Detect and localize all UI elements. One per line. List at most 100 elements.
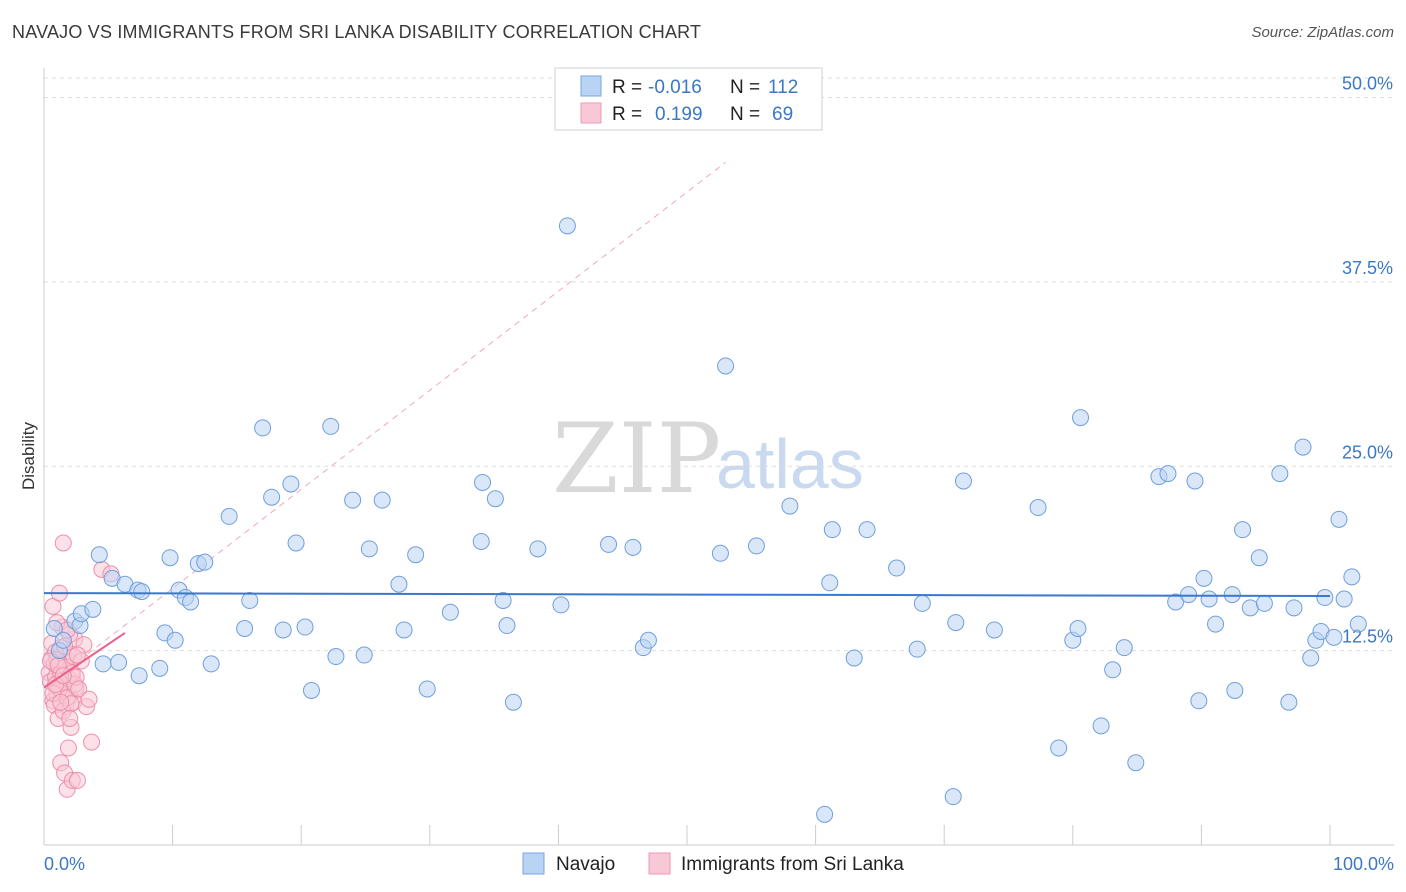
y-tick-label: 37.5% bbox=[1342, 258, 1393, 278]
point-navajo bbox=[407, 546, 425, 564]
trend-srilanka-extended bbox=[43, 162, 726, 688]
bottom-legend-srilanka: Immigrants from Sri Lanka bbox=[681, 854, 904, 875]
point-navajo bbox=[498, 617, 516, 635]
point-navajo bbox=[1115, 639, 1133, 657]
legend-n-value-srilanka: 69 bbox=[772, 104, 793, 125]
point-srilanka bbox=[83, 733, 101, 751]
y-tick-labels: 12.5% 25.0% 37.5% 50.0% bbox=[1342, 74, 1393, 647]
point-navajo bbox=[1271, 465, 1289, 483]
point-navajo bbox=[781, 497, 799, 515]
point-navajo bbox=[395, 621, 413, 639]
chart-title: NAVAJO VS IMMIGRANTS FROM SRI LANKA DISA… bbox=[12, 22, 702, 42]
legend-n-label-navajo: N = bbox=[730, 77, 760, 98]
point-navajo bbox=[985, 621, 1003, 639]
point-navajo bbox=[418, 680, 436, 698]
point-navajo bbox=[355, 646, 373, 664]
point-navajo bbox=[1072, 409, 1090, 427]
point-navajo bbox=[1200, 590, 1218, 608]
point-navajo bbox=[166, 631, 184, 649]
point-navajo bbox=[486, 490, 504, 508]
point-navajo bbox=[1330, 510, 1348, 528]
watermark-atlas: atlas bbox=[716, 425, 864, 503]
point-navajo bbox=[390, 575, 408, 593]
point-navajo bbox=[1180, 586, 1198, 604]
point-navajo bbox=[504, 693, 522, 711]
point-navajo bbox=[327, 648, 345, 666]
point-navajo bbox=[263, 488, 281, 506]
bottom-legend-swatch-srilanka bbox=[648, 852, 671, 875]
point-navajo bbox=[1195, 569, 1213, 587]
point-navajo bbox=[45, 620, 63, 637]
point-navajo bbox=[1226, 681, 1244, 699]
point-navajo bbox=[821, 574, 839, 592]
point-navajo bbox=[908, 640, 926, 658]
point-srilanka bbox=[68, 771, 86, 789]
watermark-zip: ZIP bbox=[552, 403, 721, 515]
point-srilanka bbox=[52, 693, 70, 711]
point-navajo bbox=[1302, 649, 1320, 667]
point-navajo bbox=[287, 534, 305, 552]
point-navajo bbox=[344, 491, 362, 509]
point-navajo bbox=[84, 600, 102, 618]
point-navajo bbox=[90, 546, 108, 564]
y-axis-label: Disability bbox=[19, 421, 38, 490]
point-navajo bbox=[639, 631, 657, 649]
point-srilanka bbox=[70, 680, 88, 698]
legend-n-value-navajo: 112 bbox=[768, 77, 798, 98]
point-navajo bbox=[944, 788, 962, 806]
series-navajo-points bbox=[45, 217, 1367, 823]
legend-box: R = -0.016 N = 112 R = 0.199 N = 69 bbox=[554, 67, 823, 131]
trend-navajo bbox=[43, 592, 1331, 598]
point-navajo bbox=[130, 667, 148, 685]
point-srilanka bbox=[80, 690, 98, 708]
point-srilanka bbox=[59, 739, 77, 757]
point-navajo bbox=[161, 549, 179, 567]
bottom-legend: Navajo Immigrants from Sri Lanka bbox=[522, 852, 904, 875]
point-navajo bbox=[1250, 549, 1268, 567]
bottom-legend-swatch-navajo bbox=[522, 852, 545, 875]
point-srilanka bbox=[68, 646, 86, 664]
legend-r-label-navajo: R = bbox=[612, 77, 642, 98]
point-navajo bbox=[254, 419, 272, 437]
point-navajo bbox=[558, 217, 576, 235]
point-navajo bbox=[1294, 438, 1312, 456]
point-navajo bbox=[816, 805, 834, 823]
point-navajo bbox=[600, 535, 618, 553]
point-navajo bbox=[241, 591, 259, 609]
point-navajo bbox=[1029, 499, 1047, 517]
point-navajo bbox=[472, 532, 490, 550]
legend-n-label-srilanka: N = bbox=[730, 104, 760, 125]
point-navajo bbox=[1234, 521, 1252, 539]
point-navajo bbox=[1207, 615, 1225, 633]
legend-swatch-navajo bbox=[580, 75, 602, 97]
point-navajo bbox=[858, 521, 876, 539]
point-navajo bbox=[747, 537, 765, 555]
y-tick-label: 12.5% bbox=[1342, 627, 1393, 647]
axes bbox=[43, 68, 1394, 846]
point-navajo bbox=[133, 583, 151, 601]
bottom-legend-navajo: Navajo bbox=[556, 854, 615, 875]
point-navajo bbox=[717, 357, 735, 375]
y-tick-label: 25.0% bbox=[1342, 442, 1393, 462]
point-navajo bbox=[196, 553, 214, 571]
x-tick-labels: 0.0% 100.0% bbox=[44, 854, 1394, 874]
legend-swatch-srilanka bbox=[580, 102, 602, 124]
point-navajo bbox=[1349, 615, 1367, 633]
point-navajo bbox=[94, 655, 112, 673]
point-navajo bbox=[1255, 594, 1273, 612]
point-navajo bbox=[1223, 586, 1241, 604]
point-navajo bbox=[151, 659, 169, 677]
point-navajo bbox=[1335, 590, 1353, 608]
trend-srilanka bbox=[43, 632, 126, 689]
point-navajo bbox=[1167, 593, 1185, 611]
point-navajo bbox=[913, 594, 931, 612]
point-navajo bbox=[624, 538, 642, 556]
point-navajo bbox=[373, 491, 391, 509]
legend-r-label-srilanka: R = bbox=[612, 104, 642, 125]
point-navajo bbox=[1343, 568, 1361, 586]
legend-r-value-navajo: -0.016 bbox=[648, 77, 702, 98]
source-label: Source: ZipAtlas.com bbox=[1251, 24, 1394, 41]
point-navajo bbox=[529, 540, 547, 558]
legend-r-value-srilanka: 0.199 bbox=[655, 104, 703, 125]
